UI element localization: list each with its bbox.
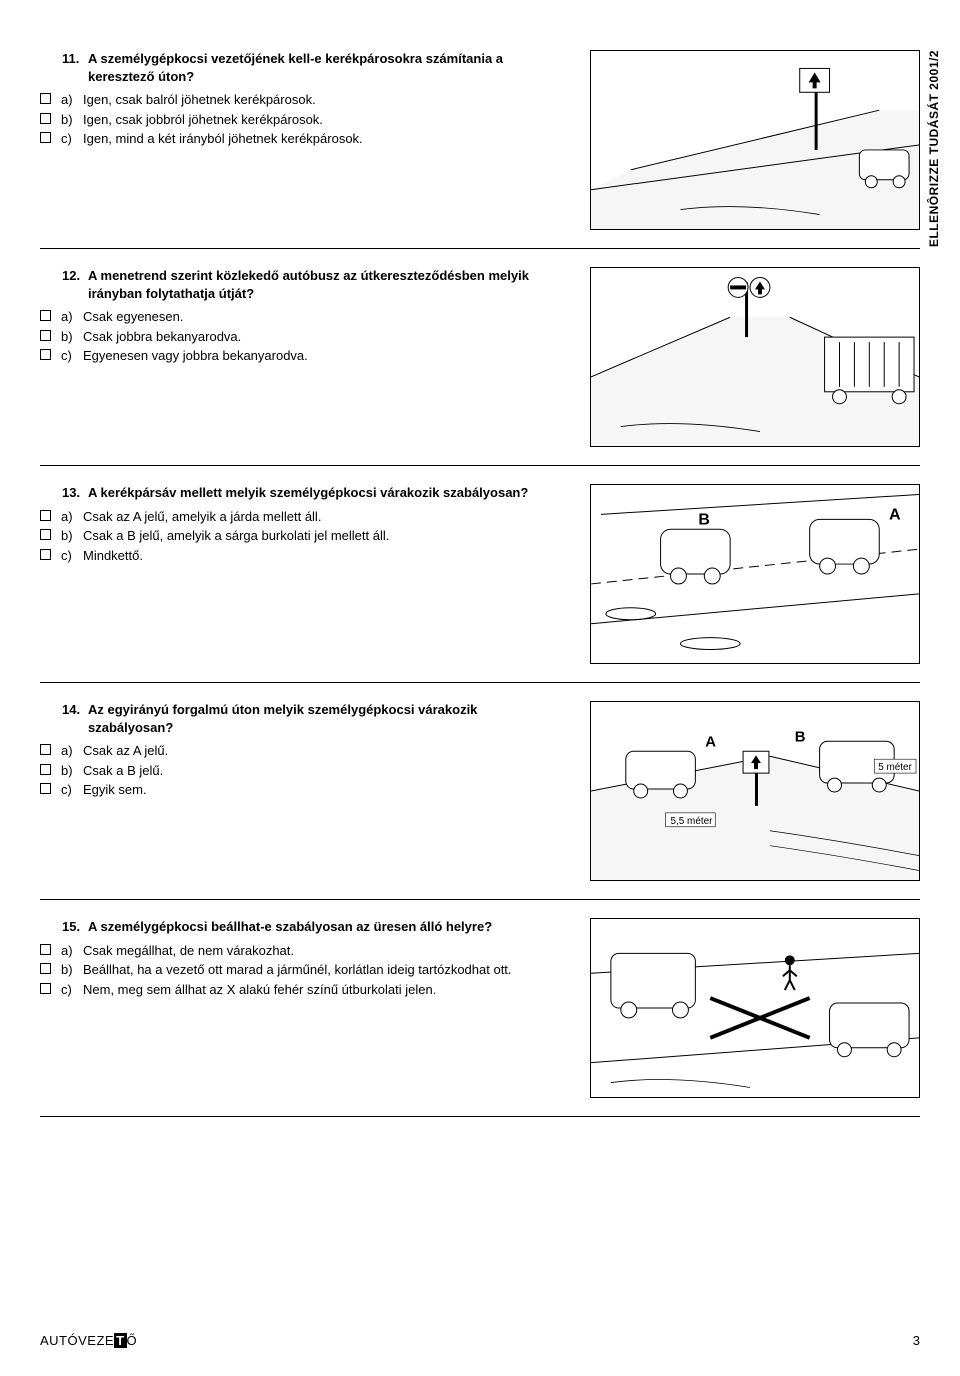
option-text: Csak megállhat, de nem várakozhat. — [83, 942, 560, 960]
option-letter: c) — [61, 781, 83, 799]
side-header-label: ELLENÔRIZZE TUDÁSÁT 2001/2 — [926, 50, 942, 247]
checkbox-icon[interactable] — [40, 983, 51, 994]
option-letter: a) — [61, 91, 83, 109]
page-number: 3 — [913, 1332, 920, 1350]
checkbox-icon[interactable] — [40, 764, 51, 775]
option-text: Csak az A jelű. — [83, 742, 560, 760]
option-row: c) Igen, mind a két irányból jöhetnek ke… — [40, 130, 560, 148]
question-11: 11. A személygépkocsi vezetőjének kell-e… — [40, 50, 920, 249]
question-text: Az egyirányú forgalmú úton melyik személ… — [88, 701, 560, 736]
option-letter: b) — [61, 961, 83, 979]
option-text: Csak egyenesen. — [83, 308, 560, 326]
option-letter: c) — [61, 347, 83, 365]
checkbox-icon[interactable] — [40, 510, 51, 521]
option-text: Egyenesen vagy jobbra bekanyarodva. — [83, 347, 560, 365]
option-letter: c) — [61, 981, 83, 999]
checkbox-icon[interactable] — [40, 944, 51, 955]
question-number: 13. — [62, 484, 88, 502]
checkbox-icon[interactable] — [40, 744, 51, 755]
footer-text-c: Ő — [127, 1333, 138, 1348]
checkbox-icon[interactable] — [40, 349, 51, 360]
svg-text:B: B — [795, 729, 806, 745]
footer-text-b: T — [114, 1333, 126, 1348]
question-number: 12. — [62, 267, 88, 302]
option-text: Igen, csak jobbról jöhetnek kerékpárosok… — [83, 111, 560, 129]
option-letter: b) — [61, 527, 83, 545]
svg-text:5,5 méter: 5,5 méter — [671, 816, 714, 827]
option-letter: b) — [61, 111, 83, 129]
svg-text:5 méter: 5 méter — [878, 762, 912, 773]
option-letter: a) — [61, 942, 83, 960]
question-12: 12. A menetrend szerint közlekedő autóbu… — [40, 267, 920, 466]
question-text: A személygépkocsi beállhat-e szabályosan… — [88, 918, 560, 936]
question-13: 13. A kerékpársáv mellett melyik személy… — [40, 484, 920, 683]
question-number: 11. — [62, 50, 88, 85]
checkbox-icon[interactable] — [40, 330, 51, 341]
question-illustration — [590, 267, 920, 447]
page-footer: AUTÓVEZETŐ 3 — [40, 1332, 920, 1350]
question-text: A személygépkocsi vezetőjének kell-e ker… — [88, 50, 560, 85]
option-text: Mindkettő. — [83, 547, 560, 565]
svg-text:A: A — [889, 506, 901, 523]
question-text: A menetrend szerint közlekedő autóbusz a… — [88, 267, 560, 302]
option-text: Egyik sem. — [83, 781, 560, 799]
question-text: A kerékpársáv mellett melyik személygépk… — [88, 484, 560, 502]
checkbox-icon[interactable] — [40, 549, 51, 560]
checkbox-icon[interactable] — [40, 310, 51, 321]
option-letter: b) — [61, 328, 83, 346]
footer-text-a: AUTÓVEZE — [40, 1333, 114, 1348]
option-letter: b) — [61, 762, 83, 780]
question-number: 15. — [62, 918, 88, 936]
question-illustration — [590, 918, 920, 1098]
question-illustration: A B 5,5 méter 5 méter — [590, 701, 920, 881]
footer-brand: AUTÓVEZETŐ — [40, 1332, 137, 1350]
question-14: 14. Az egyirányú forgalmú úton melyik sz… — [40, 701, 920, 900]
option-text: Igen, mind a két irányból jöhetnek kerék… — [83, 130, 560, 148]
option-row: a) Igen, csak balról jöhetnek kerékpáros… — [40, 91, 560, 109]
option-letter: a) — [61, 308, 83, 326]
checkbox-icon[interactable] — [40, 783, 51, 794]
option-letter: a) — [61, 508, 83, 526]
option-letter: c) — [61, 130, 83, 148]
checkbox-icon[interactable] — [40, 93, 51, 104]
option-letter: a) — [61, 742, 83, 760]
option-letter: c) — [61, 547, 83, 565]
option-row: b) Igen, csak jobbról jöhetnek kerékpáro… — [40, 111, 560, 129]
checkbox-icon[interactable] — [40, 529, 51, 540]
option-text: Csak a B jelű. — [83, 762, 560, 780]
svg-text:B: B — [698, 511, 709, 528]
option-text: Nem, meg sem állhat az X alakú fehér szí… — [83, 981, 560, 999]
option-text: Igen, csak balról jöhetnek kerékpárosok. — [83, 91, 560, 109]
option-text: Csak a B jelű, amelyik a sárga burkolati… — [83, 527, 560, 545]
option-text: Csak jobbra bekanyarodva. — [83, 328, 560, 346]
checkbox-icon[interactable] — [40, 963, 51, 974]
checkbox-icon[interactable] — [40, 132, 51, 143]
checkbox-icon[interactable] — [40, 113, 51, 124]
question-15: 15. A személygépkocsi beállhat-e szabály… — [40, 918, 920, 1117]
svg-text:A: A — [705, 734, 716, 750]
question-number: 14. — [62, 701, 88, 736]
question-illustration: B A — [590, 484, 920, 664]
question-illustration — [590, 50, 920, 230]
option-text: Beállhat, ha a vezető ott marad a járműn… — [83, 961, 560, 979]
option-text: Csak az A jelű, amelyik a járda mellett … — [83, 508, 560, 526]
